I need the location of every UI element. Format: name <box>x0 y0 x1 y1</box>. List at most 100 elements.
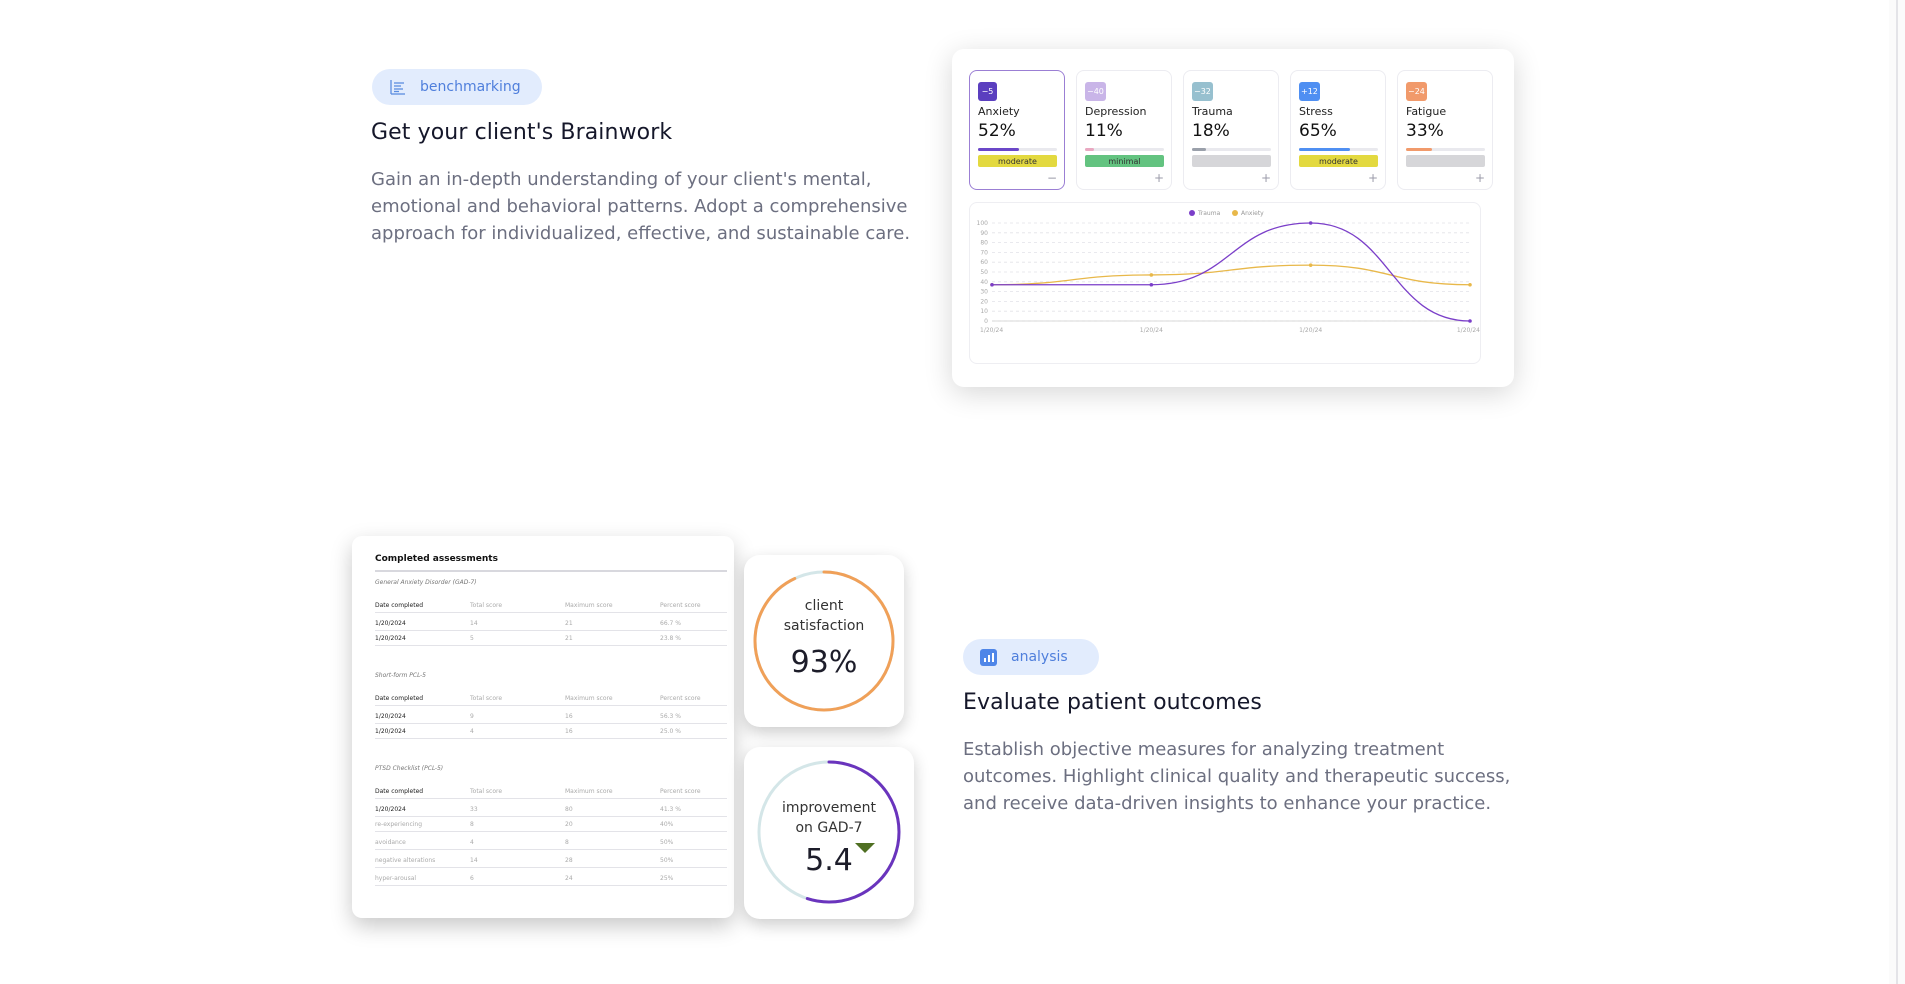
table-cell: 24 <box>565 875 573 882</box>
table-header-row: Date completed Total score Maximum score Pe… <box>375 599 727 613</box>
trend-chart: 0 10 20 30 40 50 60 70 80 90 100 1/20/24 1/20/24 1/20… <box>969 202 1481 364</box>
metric-name: Trauma <box>1192 105 1233 118</box>
table-cell: 21 <box>565 620 573 627</box>
table-cell: 21 <box>565 635 573 642</box>
section-description: Gain an in-depth understanding of your c… <box>371 166 931 247</box>
y-tick-label: 100 <box>977 220 989 227</box>
severity-tag: minimal <box>1085 155 1164 167</box>
metric-bar-fill <box>1192 148 1207 151</box>
table-cell: negative alterations <box>375 857 436 864</box>
y-tick-label: 80 <box>980 240 988 247</box>
assessment-group-title: PTSD Checklist (PCL-5) <box>375 765 444 772</box>
table-row: 1/20/2024 33 80 41.3 % <box>375 803 727 817</box>
column-header: Total score <box>470 602 503 609</box>
metric-card-stress[interactable]: +12 Stress 65% moderate + <box>1290 70 1386 190</box>
legend-label: Trauma <box>1197 210 1221 217</box>
y-tick-label: 30 <box>980 289 988 296</box>
page-scrollbar[interactable] <box>1889 0 1905 984</box>
column-header: Percent score <box>660 602 701 609</box>
stat-label-line: satisfaction <box>783 618 865 634</box>
severity-tag <box>1406 155 1485 167</box>
assessment-group-title: General Anxiety Disorder (GAD-7) <box>375 579 477 586</box>
completed-assessments-card: Completed assessments General Anxiety Di… <box>352 536 734 918</box>
metric-bar <box>1192 148 1271 151</box>
column-header: Maximum score <box>565 602 613 609</box>
divider <box>375 570 727 572</box>
table-cell: 80 <box>565 806 573 813</box>
section-description: Establish objective measures for analyzi… <box>963 736 1543 817</box>
plus-icon[interactable]: + <box>1367 171 1378 185</box>
stat-value: 93% <box>790 645 858 680</box>
table-cell: 1/20/2024 <box>375 713 406 720</box>
y-tick-label: 20 <box>980 298 988 305</box>
benchmarking-badge: benchmarking <box>372 69 542 105</box>
plus-icon[interactable]: + <box>1474 171 1485 185</box>
legend-label: Anxiety <box>1241 210 1264 217</box>
scrollbar-thumb[interactable] <box>1896 0 1898 984</box>
section-title: Evaluate patient outcomes <box>963 690 1262 715</box>
plus-icon[interactable]: + <box>1260 171 1271 185</box>
description-line: and receive data-driven insights to enha… <box>963 793 1492 814</box>
metric-name: Depression <box>1085 105 1147 118</box>
metric-bar <box>1406 148 1485 151</box>
delta-badge: −5 <box>978 82 997 101</box>
metric-percent: 65% <box>1299 121 1337 141</box>
table-cell: 50% <box>660 857 674 864</box>
table-cell: 1/20/2024 <box>375 806 406 813</box>
metric-name: Fatigue <box>1406 105 1447 118</box>
stat-label-line: on GAD-7 <box>795 820 863 836</box>
description-line: emotional and behavioral patterns. Adopt… <box>371 196 908 217</box>
table-cell: 14 <box>470 620 478 627</box>
data-point-trauma <box>1468 319 1472 323</box>
column-header: Date completed <box>375 695 424 702</box>
data-point-trauma <box>990 282 994 287</box>
delta-badge: −40 <box>1085 82 1106 101</box>
table-cell: 1/20/2024 <box>375 728 406 735</box>
metric-name: Stress <box>1299 105 1333 118</box>
satisfaction-ring <box>753 570 895 712</box>
table-cell: 16 <box>565 713 573 720</box>
table-row: 1/20/2024 14 21 66.7 % <box>375 617 727 631</box>
description-line: Establish objective measures for analyzi… <box>963 739 1445 760</box>
x-tick-label: 1/20/24 <box>980 327 1003 334</box>
table-cell: 50% <box>660 839 674 846</box>
severity-tag <box>1192 155 1271 167</box>
column-header: Total score <box>470 788 503 795</box>
column-header: Percent score <box>660 788 701 795</box>
improvement-card: improvement on GAD-7 5.4 <box>744 747 914 919</box>
minus-icon[interactable]: − <box>1046 171 1057 185</box>
column-header: Percent score <box>660 695 701 702</box>
metric-card-anxiety[interactable]: −5 Anxiety 52% moderate − <box>969 70 1065 190</box>
improvement-ring <box>757 760 901 904</box>
plus-icon[interactable]: + <box>1153 171 1164 185</box>
description-line: Gain an in-depth understanding of your c… <box>371 169 872 190</box>
table-header-row: Date completed Total score Maximum score Pe… <box>375 692 727 706</box>
table-cell: 14 <box>470 857 478 864</box>
benchmark-card: −5 Anxiety 52% moderate − −40 Depression 11% min… <box>952 49 1514 387</box>
metric-card-trauma[interactable]: −32 Trauma 18% + <box>1183 70 1279 190</box>
table-cell: 4 <box>470 839 474 846</box>
table-row: 1/20/2024 4 16 25.0 % <box>375 725 727 739</box>
column-header: Maximum score <box>565 695 613 702</box>
description-line: approach for individualized, effective, … <box>371 223 911 244</box>
table-cell: 40% <box>660 821 674 828</box>
table-cell: 66.7 % <box>660 620 681 627</box>
table-cell: 1/20/2024 <box>375 635 406 642</box>
metric-card-fatigue[interactable]: −24 Fatigue 33% + <box>1397 70 1493 190</box>
column-header: Date completed <box>375 788 424 795</box>
y-tick-label: 50 <box>980 269 988 276</box>
data-point-anxiety <box>1308 263 1313 267</box>
table-cell: 9 <box>470 713 474 720</box>
table-cell: 20 <box>565 821 573 828</box>
metric-card-depression[interactable]: −40 Depression 11% minimal + <box>1076 70 1172 190</box>
table-cell: 4 <box>470 728 474 735</box>
table-cell: 1/20/2024 <box>375 620 406 627</box>
metric-bar <box>978 148 1057 151</box>
series-line-trauma <box>992 222 1471 322</box>
table-row: hyper-arousal 6 24 25% <box>375 872 727 886</box>
column-header: Maximum score <box>565 788 613 795</box>
table-cell: 16 <box>565 728 573 735</box>
analysis-badge: analysis <box>963 639 1099 675</box>
table-cell: 28 <box>565 857 573 864</box>
client-satisfaction-card: client satisfaction 93% <box>744 555 904 727</box>
